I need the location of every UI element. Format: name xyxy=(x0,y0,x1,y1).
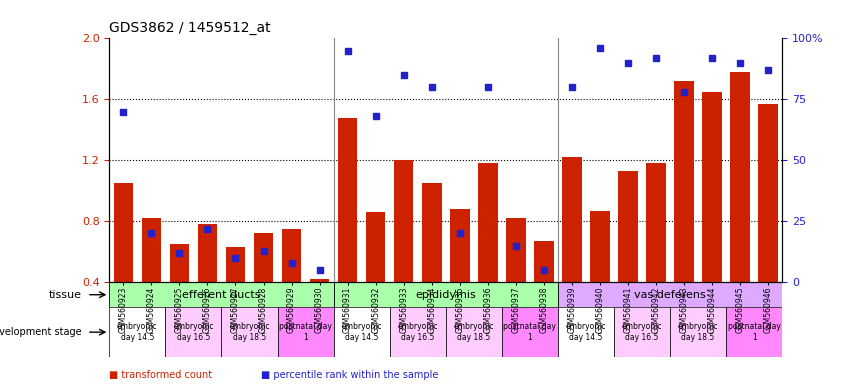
Bar xyxy=(730,72,750,343)
Bar xyxy=(674,81,694,343)
Text: embryonic
day 14.5: embryonic day 14.5 xyxy=(341,323,382,342)
Bar xyxy=(726,307,782,357)
Text: embryonic
day 16.5: embryonic day 16.5 xyxy=(621,323,662,342)
Bar xyxy=(338,118,357,343)
Bar xyxy=(534,241,553,343)
Text: embryonic
day 16.5: embryonic day 16.5 xyxy=(173,323,214,342)
Text: embryonic
day 18.5: embryonic day 18.5 xyxy=(453,323,494,342)
Text: postnatal day
1: postnatal day 1 xyxy=(279,323,332,342)
Bar xyxy=(558,282,782,307)
Bar xyxy=(334,307,389,357)
Bar xyxy=(558,307,614,357)
Bar xyxy=(702,92,722,343)
Bar xyxy=(389,307,446,357)
Bar xyxy=(109,307,166,357)
Bar xyxy=(670,307,726,357)
Text: postnatal day
1: postnatal day 1 xyxy=(504,323,556,342)
Text: postnatal day
1: postnatal day 1 xyxy=(727,323,780,342)
Bar xyxy=(394,161,414,343)
Bar xyxy=(166,307,221,357)
Bar xyxy=(141,218,161,343)
Text: efferent ducts: efferent ducts xyxy=(182,290,261,300)
Bar xyxy=(422,183,442,343)
Bar xyxy=(221,307,278,357)
Bar xyxy=(446,307,502,357)
Bar xyxy=(225,247,246,343)
Bar xyxy=(590,210,610,343)
Text: tissue: tissue xyxy=(48,290,82,300)
Bar xyxy=(278,307,334,357)
Bar xyxy=(646,163,666,343)
Bar xyxy=(478,163,498,343)
Bar xyxy=(506,218,526,343)
Bar xyxy=(114,183,133,343)
Text: embryonic
day 18.5: embryonic day 18.5 xyxy=(678,323,718,342)
Bar xyxy=(618,171,637,343)
Text: epididymis: epididymis xyxy=(415,290,476,300)
Bar xyxy=(614,307,670,357)
Text: embryonic
day 16.5: embryonic day 16.5 xyxy=(398,323,438,342)
Bar xyxy=(334,282,558,307)
Text: GDS3862 / 1459512_at: GDS3862 / 1459512_at xyxy=(109,21,271,35)
Bar xyxy=(366,212,385,343)
Text: embryonic
day 14.5: embryonic day 14.5 xyxy=(117,323,157,342)
Bar xyxy=(309,279,330,343)
Text: ■ percentile rank within the sample: ■ percentile rank within the sample xyxy=(261,370,438,380)
Text: development stage: development stage xyxy=(0,327,82,337)
Text: vas deferens: vas deferens xyxy=(634,290,706,300)
Bar xyxy=(562,157,582,343)
Bar xyxy=(170,244,189,343)
Text: ■ transformed count: ■ transformed count xyxy=(109,370,213,380)
Bar xyxy=(254,233,273,343)
Bar xyxy=(282,229,301,343)
Bar xyxy=(109,282,334,307)
Bar xyxy=(502,307,558,357)
Bar xyxy=(198,224,217,343)
Bar xyxy=(450,209,469,343)
Bar xyxy=(759,104,778,343)
Text: embryonic
day 18.5: embryonic day 18.5 xyxy=(230,323,270,342)
Text: embryonic
day 14.5: embryonic day 14.5 xyxy=(566,323,606,342)
